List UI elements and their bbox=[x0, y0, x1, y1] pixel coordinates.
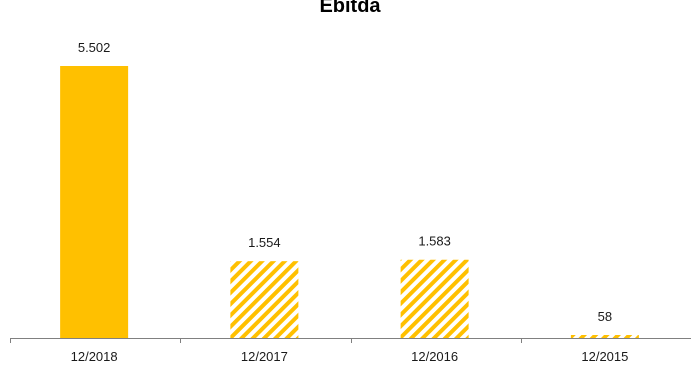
data-label: 5.502 bbox=[78, 40, 111, 55]
data-label: 1.554 bbox=[248, 235, 281, 250]
data-label: 1.583 bbox=[418, 234, 451, 249]
plot-area: 5.502 12/2018 1.554 12/2017 1.583 12/2016 58 12… bbox=[10, 40, 691, 364]
chart-title: Ebitda bbox=[319, 0, 381, 17]
bar bbox=[230, 261, 299, 338]
bar bbox=[570, 335, 639, 338]
bar bbox=[60, 66, 129, 338]
x-tick-label: 12/2018 bbox=[71, 349, 118, 364]
x-tick-label: 12/2015 bbox=[581, 349, 628, 364]
x-tick-label: 12/2016 bbox=[411, 349, 458, 364]
bar bbox=[400, 259, 469, 338]
data-label: 58 bbox=[598, 309, 612, 324]
x-tick-label: 12/2017 bbox=[241, 349, 288, 364]
